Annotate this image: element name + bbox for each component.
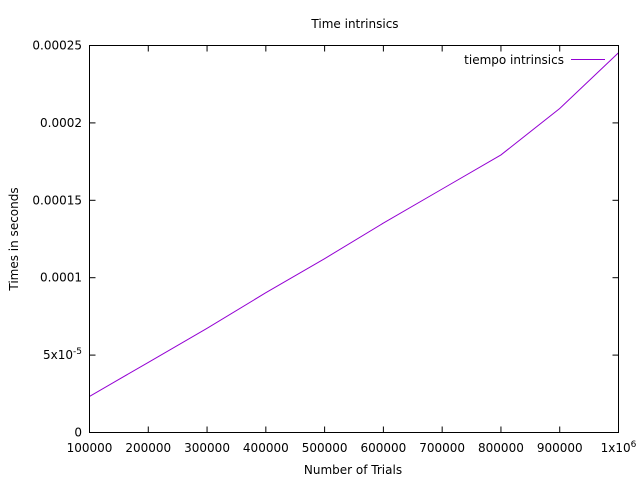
plot-frame — [89, 45, 619, 433]
x-tick-label: 200000 — [125, 441, 171, 455]
y-tick-label: 0.00025 — [32, 39, 82, 53]
x-tick-label: 1x106 — [601, 440, 637, 455]
y-tick-label: 0.00015 — [32, 193, 82, 207]
x-tick-label: 800000 — [478, 441, 524, 455]
x-tick-label: 100000 — [67, 441, 113, 455]
y-tick-label: 0.0002 — [40, 116, 82, 130]
legend-label: tiempo intrinsics — [464, 53, 564, 67]
x-tick-label: 700000 — [419, 441, 465, 455]
x-tick-label: 900000 — [537, 441, 583, 455]
axis-ticks: 100000 200000 300000 400000 500000 600000 7000… — [32, 39, 636, 456]
chart-title: Time intrinsics — [310, 17, 398, 31]
plot-lines — [89, 52, 619, 397]
x-tick-label: 300000 — [184, 441, 230, 455]
y-tick-label: 0 — [74, 426, 82, 440]
x-tick-label: 400000 — [243, 441, 289, 455]
series-line — [89, 52, 619, 397]
x-axis-label: Number of Trials — [304, 463, 402, 477]
x-tick-label: 600000 — [360, 441, 406, 455]
y-tick-label: 0.0001 — [40, 271, 82, 285]
x-tick-label: 500000 — [302, 441, 348, 455]
y-axis-label: Times in seconds — [7, 187, 21, 291]
y-tick-label: 5x10-5 — [43, 347, 82, 362]
legend: tiempo intrinsics — [464, 53, 605, 67]
